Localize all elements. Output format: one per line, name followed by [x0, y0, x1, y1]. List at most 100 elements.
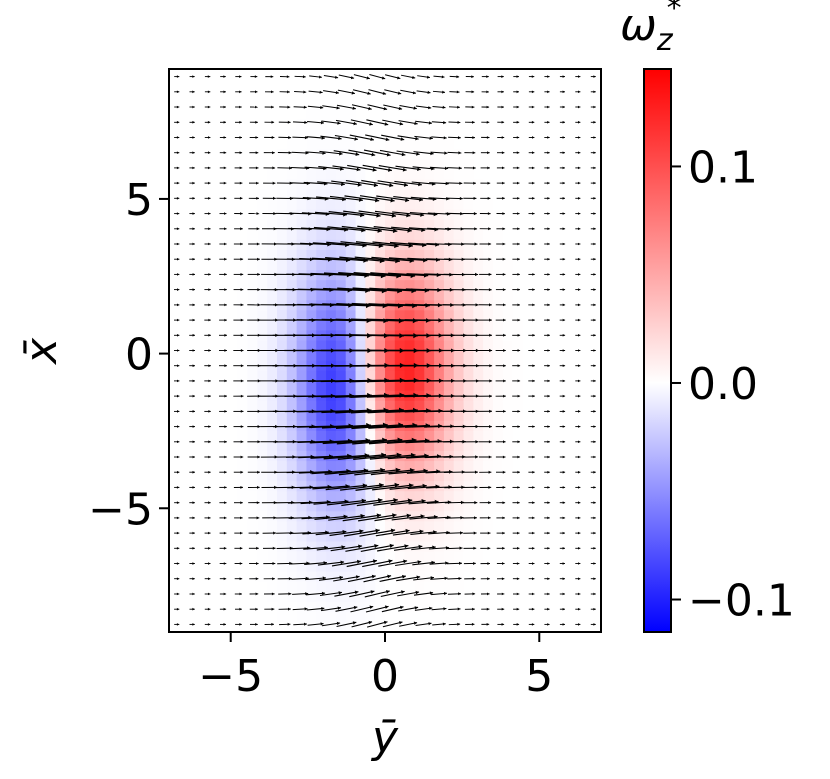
quiver-arrow	[544, 425, 550, 428]
quiver-arrow	[559, 75, 565, 78]
heatmap-cell	[443, 501, 455, 512]
heatmap-cell	[551, 390, 563, 402]
heatmap-cell	[571, 79, 582, 90]
heatmap-cell	[198, 581, 209, 593]
heatmap-cell	[267, 430, 278, 442]
quiver-arrow	[575, 212, 581, 215]
heatmap-cell	[257, 219, 268, 231]
quiver-arrow	[528, 333, 535, 337]
heatmap-cell	[404, 591, 416, 603]
quiver-arrow	[432, 90, 446, 94]
heatmap-cell	[532, 119, 543, 130]
heatmap-cell	[404, 290, 416, 301]
heatmap-cell	[247, 350, 258, 362]
quiver-arrow	[528, 440, 535, 444]
heatmap-cell	[385, 591, 396, 603]
heatmap-cell	[316, 129, 327, 140]
heatmap-cell	[267, 69, 278, 80]
quiver-arrow	[590, 592, 596, 596]
heatmap-cell	[277, 169, 288, 181]
quiver-arrow	[332, 165, 361, 172]
heatmap-cell	[443, 461, 455, 472]
quiver-arrow	[544, 303, 550, 307]
heatmap-cell	[522, 601, 533, 613]
heatmap-cell	[443, 571, 455, 583]
heatmap-cell	[218, 481, 229, 492]
heatmap-cell	[551, 360, 563, 372]
quiver-arrow	[262, 196, 276, 200]
heatmap-cell	[188, 270, 200, 281]
heatmap-cell	[591, 310, 601, 321]
heatmap-cell	[208, 551, 219, 563]
heatmap-cell	[522, 189, 533, 201]
heatmap-cell	[237, 611, 249, 623]
heatmap-cell	[532, 521, 543, 533]
heatmap-cell	[365, 249, 376, 261]
heatmap-cell	[237, 119, 249, 130]
heatmap-cell	[257, 89, 268, 100]
heatmap-cell	[483, 601, 494, 613]
heatmap-cell	[208, 561, 219, 573]
quiver-arrow	[512, 349, 521, 352]
quiver-arrow	[448, 120, 461, 124]
heatmap-cell	[561, 430, 573, 442]
heatmap-cell	[542, 159, 553, 171]
quiver-arrow	[309, 75, 322, 79]
heatmap-cell	[208, 451, 219, 462]
heatmap-cell	[345, 430, 357, 442]
quiver-arrow	[460, 318, 479, 322]
heatmap-cell	[551, 511, 563, 523]
heatmap-cell	[355, 139, 366, 151]
heatmap-cell	[532, 270, 543, 281]
quiver-arrow	[480, 151, 490, 155]
heatmap-cell	[316, 290, 327, 301]
heatmap-cell	[483, 119, 494, 130]
quiver-arrow	[359, 195, 395, 203]
heatmap-cell	[227, 491, 239, 502]
quiver-arrow	[497, 90, 504, 94]
quiver-arrow	[263, 562, 276, 565]
heatmap-cell	[424, 400, 435, 412]
quiver-arrow	[204, 151, 211, 154]
heatmap-cell	[394, 129, 406, 140]
heatmap-cell	[434, 199, 445, 211]
heatmap-cell	[493, 280, 504, 291]
heatmap-cell	[453, 350, 465, 362]
quiver-arrow	[233, 242, 243, 246]
heatmap-cell	[335, 89, 347, 100]
heatmap-cell	[178, 249, 190, 261]
heatmap-cell	[463, 551, 474, 563]
heatmap-cell	[414, 440, 425, 452]
heatmap-cell	[345, 581, 357, 593]
heatmap-cell	[591, 159, 601, 171]
heatmap-cell	[522, 300, 533, 311]
heatmap-cell	[286, 280, 298, 291]
heatmap-cell	[502, 350, 514, 362]
quiver-arrow	[496, 546, 505, 550]
heatmap-cell	[561, 601, 573, 613]
heatmap-cell	[218, 179, 229, 191]
heatmap-cell	[502, 511, 514, 523]
heatmap-cell	[483, 380, 494, 392]
heatmap-cell	[493, 501, 504, 512]
heatmap-cell	[522, 169, 533, 181]
quiver-arrow	[277, 561, 293, 565]
heatmap-cell	[571, 511, 582, 523]
quiver-arrow	[204, 90, 211, 94]
heatmap-cell	[502, 360, 514, 372]
heatmap-cell	[404, 219, 416, 231]
heatmap-cell	[502, 179, 514, 191]
heatmap-cell	[169, 511, 180, 523]
quiver-arrow	[377, 180, 408, 187]
heatmap-cell	[355, 89, 366, 100]
heatmap-cell	[463, 340, 474, 352]
quiver-arrow	[277, 151, 292, 155]
quiver-arrow	[356, 498, 398, 507]
heatmap-cell	[551, 79, 563, 90]
quiver-arrow	[448, 622, 461, 626]
heatmap-cell	[581, 601, 592, 613]
heatmap-cell	[198, 611, 209, 623]
heatmap-cell	[375, 581, 386, 593]
heatmap-cell	[335, 581, 347, 593]
heatmap-cell	[561, 159, 573, 171]
